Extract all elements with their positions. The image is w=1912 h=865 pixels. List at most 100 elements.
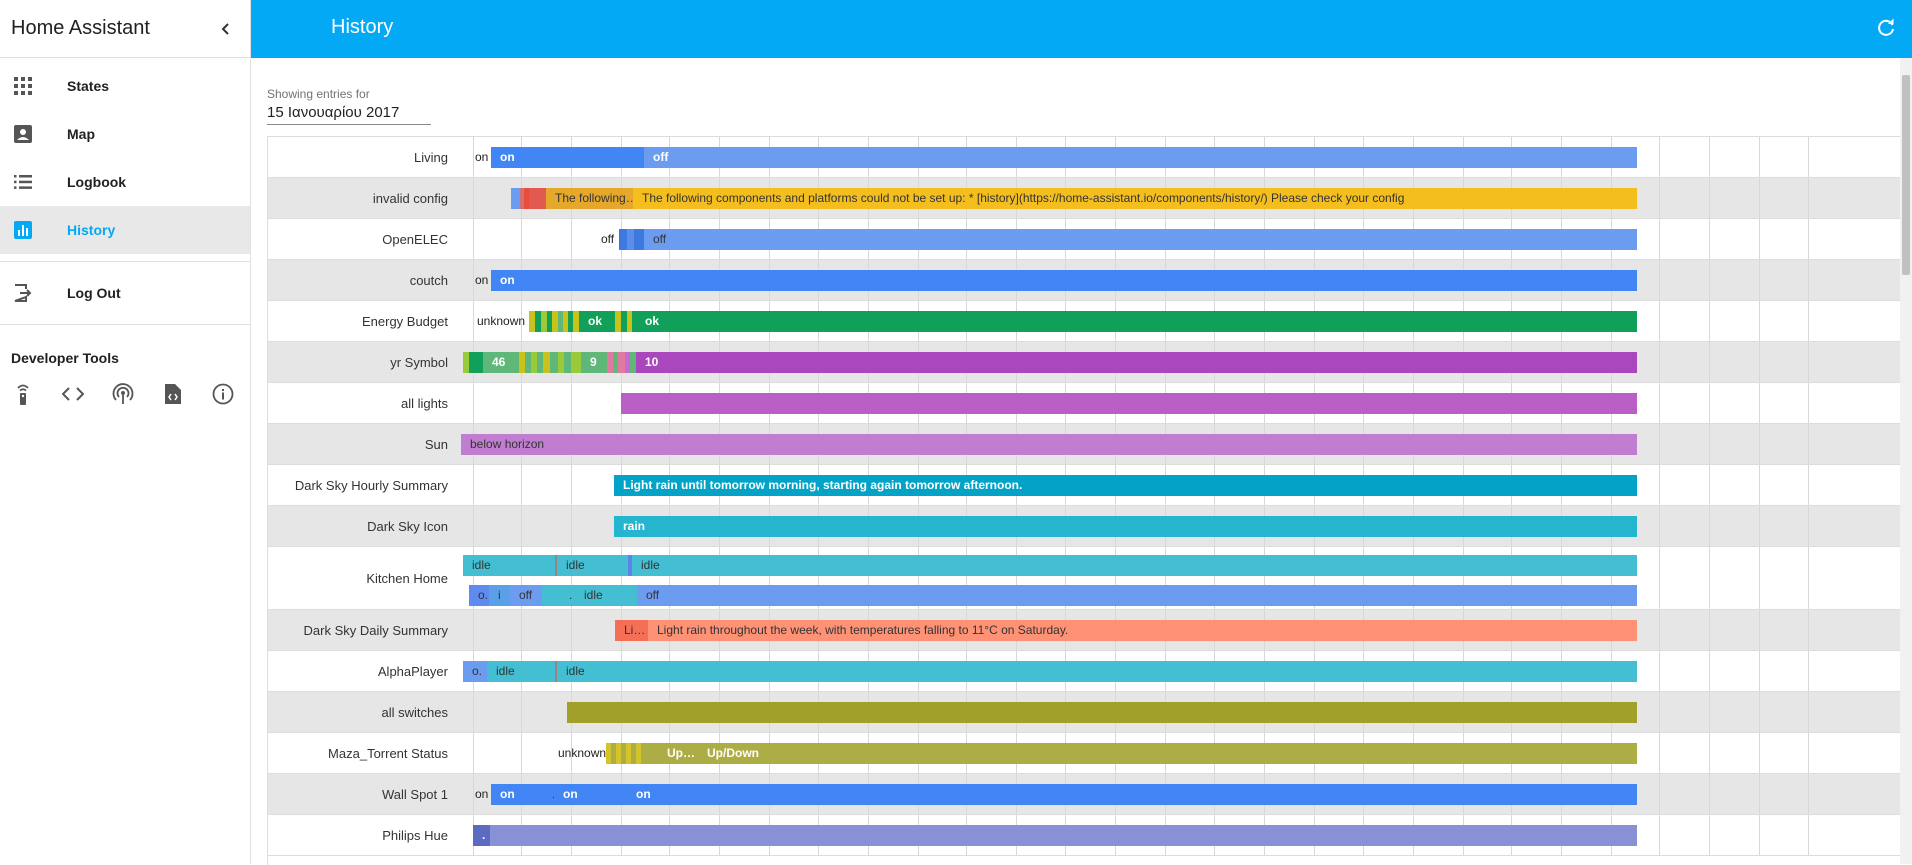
state-segment[interactable]: Light rain throughout the week, with tem… — [648, 620, 1637, 641]
state-segment[interactable]: 46 — [483, 352, 519, 373]
state-segment[interactable] — [531, 352, 537, 373]
state-segment[interactable] — [568, 311, 573, 332]
state-segment[interactable] — [537, 352, 543, 373]
state-segment[interactable] — [547, 311, 552, 332]
state-segment[interactable] — [541, 311, 547, 332]
sidebar-item-logout[interactable]: Log Out — [0, 269, 250, 317]
state-segment[interactable] — [631, 743, 636, 764]
state-segment[interactable]: on — [491, 147, 644, 168]
state-segment[interactable] — [628, 555, 632, 576]
state-segment[interactable] — [463, 352, 469, 373]
state-segment[interactable] — [621, 393, 1637, 414]
state-segment[interactable] — [636, 743, 641, 764]
state-segment[interactable] — [618, 352, 625, 373]
state-segment[interactable] — [524, 188, 529, 209]
state-segment[interactable]: Up/Down — [698, 743, 1637, 764]
state-segment[interactable]: 10 — [636, 352, 1637, 373]
state-segment[interactable]: idle — [632, 555, 1637, 576]
sidebar-item-map[interactable]: Map — [0, 110, 250, 158]
state-segment[interactable] — [469, 352, 483, 373]
state-segment[interactable]: 9 — [581, 352, 607, 373]
state-segment[interactable]: o. — [463, 661, 487, 682]
state-segment[interactable] — [529, 311, 535, 332]
state-segment[interactable] — [567, 702, 1637, 723]
state-segment[interactable]: off — [644, 229, 1637, 250]
state-segment[interactable]: . — [473, 825, 490, 846]
scrollbar[interactable] — [1900, 58, 1912, 864]
state-segment[interactable] — [621, 743, 626, 764]
state-segment[interactable] — [558, 311, 563, 332]
state-segment[interactable]: o. — [469, 585, 489, 606]
state-segment[interactable] — [611, 743, 616, 764]
state-segment[interactable] — [627, 229, 634, 250]
state-segment[interactable] — [555, 661, 557, 682]
state-segment[interactable]: Light rain until tomorrow morning, start… — [614, 475, 1637, 496]
state-segment[interactable]: . — [543, 784, 554, 805]
state-segment[interactable] — [511, 188, 520, 209]
state-segment[interactable] — [616, 743, 621, 764]
state-segment[interactable]: on — [627, 784, 1637, 805]
state-segment[interactable] — [529, 188, 546, 209]
state-segment[interactable] — [564, 352, 571, 373]
state-segment[interactable]: The following… — [546, 188, 633, 209]
state-segment[interactable] — [627, 311, 632, 332]
state-segment[interactable]: The following components and platforms c… — [633, 188, 1637, 209]
state-segment[interactable] — [613, 352, 618, 373]
state-segment[interactable] — [520, 188, 524, 209]
state-segment[interactable] — [621, 311, 627, 332]
state-segment[interactable] — [542, 585, 546, 606]
state-segment[interactable] — [573, 311, 579, 332]
state-segment[interactable] — [519, 352, 525, 373]
state-segment[interactable]: Up… — [658, 743, 698, 764]
info-icon[interactable] — [212, 383, 234, 405]
state-segment[interactable]: off — [510, 585, 542, 606]
state-segment[interactable]: ok — [636, 311, 1637, 332]
state-segment[interactable]: idle — [575, 585, 607, 606]
state-segment[interactable] — [535, 311, 541, 332]
date-picker[interactable]: 15 Ιανουαρίου 2017 — [267, 104, 431, 125]
state-segment[interactable]: i — [489, 585, 510, 606]
state-segment[interactable]: off — [637, 585, 1637, 606]
state-segment[interactable]: off — [644, 147, 1637, 168]
state-segment[interactable] — [558, 352, 564, 373]
refresh-icon[interactable] — [1874, 16, 1898, 40]
file-code-icon[interactable] — [162, 383, 184, 405]
state-segment[interactable] — [552, 311, 558, 332]
code-icon[interactable] — [62, 383, 84, 405]
broadcast-icon[interactable] — [112, 383, 134, 405]
state-segment[interactable] — [563, 311, 568, 332]
state-segment[interactable] — [619, 229, 627, 250]
state-segment[interactable] — [525, 352, 531, 373]
state-segment[interactable]: below horizon — [461, 434, 1637, 455]
state-segment[interactable]: rain — [614, 516, 1637, 537]
state-segment[interactable]: idle — [463, 555, 555, 576]
state-segment[interactable]: idle — [557, 555, 628, 576]
state-segment[interactable]: on — [491, 270, 1637, 291]
state-segment[interactable]: idle — [557, 661, 1637, 682]
state-segment[interactable] — [543, 352, 550, 373]
state-segment[interactable] — [607, 352, 613, 373]
state-segment[interactable] — [490, 825, 1637, 846]
state-segment[interactable] — [546, 585, 560, 606]
state-segment[interactable] — [615, 311, 621, 332]
scrollbar-thumb[interactable] — [1902, 75, 1910, 275]
state-segment[interactable]: on — [491, 784, 543, 805]
state-segment[interactable] — [607, 585, 637, 606]
state-segment[interactable]: on — [554, 784, 627, 805]
state-segment[interactable] — [626, 743, 631, 764]
state-segment[interactable] — [641, 743, 658, 764]
sidebar-item-states[interactable]: States — [0, 62, 250, 110]
sidebar-item-history[interactable]: History — [0, 206, 250, 254]
state-segment[interactable] — [571, 352, 581, 373]
state-segment[interactable] — [630, 352, 636, 373]
state-segment[interactable] — [625, 352, 630, 373]
state-segment[interactable]: Li… — [615, 620, 648, 641]
state-segment[interactable] — [632, 311, 636, 332]
state-segment[interactable]: ok — [579, 311, 615, 332]
sidebar-item-logbook[interactable]: Logbook — [0, 158, 250, 206]
state-segment[interactable] — [550, 352, 558, 373]
state-segment[interactable]: idle — [487, 661, 555, 682]
state-segment[interactable]: . — [560, 585, 575, 606]
state-segment[interactable] — [606, 743, 611, 764]
state-segment[interactable] — [555, 555, 557, 576]
